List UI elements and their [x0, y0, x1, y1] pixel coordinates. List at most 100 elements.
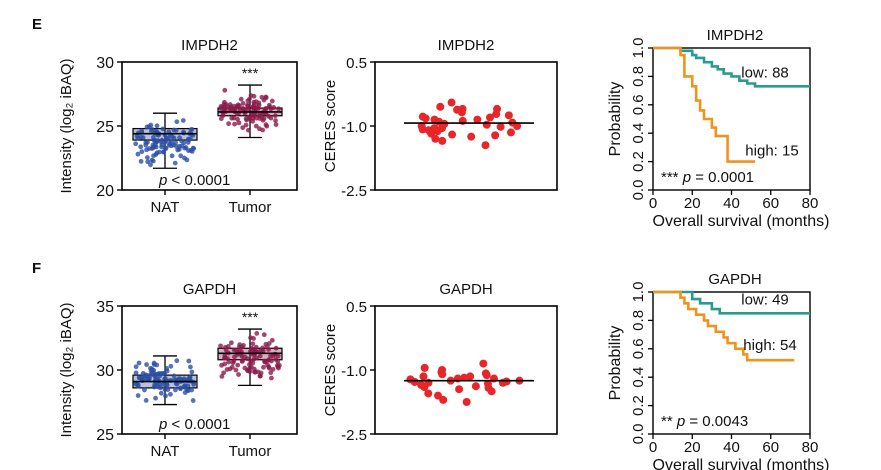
data-point — [235, 116, 240, 122]
data-point — [149, 128, 154, 134]
survival-chart: GAPDH 0.0 0.2 0.4 0.6 0.8 1.0 Probability 0 20 40 6… — [607, 271, 829, 470]
y-tick-label: 0.4 — [630, 123, 647, 144]
data-point — [261, 364, 266, 370]
data-point — [138, 144, 144, 150]
data-point — [218, 343, 223, 349]
x-tick-label: NAT — [151, 199, 180, 216]
data-point — [156, 149, 162, 155]
data-point — [243, 122, 249, 128]
data-point — [238, 96, 244, 102]
data-point — [420, 383, 429, 392]
data-point — [257, 373, 263, 379]
data-point — [263, 106, 269, 111]
data-point — [164, 381, 170, 387]
x-tick-label: 0 — [649, 439, 657, 456]
data-point — [133, 141, 139, 147]
data-point — [171, 142, 176, 148]
data-point — [159, 142, 165, 148]
data-point — [235, 104, 241, 109]
data-point — [261, 332, 267, 338]
data-point — [245, 98, 251, 104]
data-point — [222, 87, 228, 93]
data-point — [251, 105, 257, 111]
y-tick-label: 1.0 — [630, 38, 647, 59]
p-value-text: = 0.0001 — [691, 169, 754, 186]
data-point — [134, 381, 140, 387]
data-point — [133, 364, 139, 370]
x-tick-label: 60 — [762, 439, 779, 456]
data-point — [436, 102, 445, 111]
data-point — [237, 342, 243, 348]
y-tick-label: 35 — [96, 299, 114, 316]
y-tick-label: 0.4 — [630, 367, 647, 388]
survival-curve — [653, 46, 756, 163]
p-value-text: < 0.0001 — [167, 172, 230, 189]
data-point — [187, 136, 193, 142]
data-point — [231, 347, 237, 353]
x-tick-label: 80 — [802, 195, 819, 212]
data-point — [221, 370, 227, 376]
data-point — [479, 359, 488, 368]
x-tick-label: 60 — [762, 195, 779, 212]
data-point — [168, 363, 174, 369]
data-point — [270, 366, 276, 372]
significance-marker: *** — [242, 309, 259, 325]
y-tick-label: 25 — [96, 427, 114, 444]
series-label-low: low: 49 — [741, 291, 789, 308]
data-point — [486, 113, 495, 122]
data-point — [139, 375, 144, 381]
p-symbol: p — [682, 169, 691, 186]
data-point — [256, 113, 262, 119]
data-point — [226, 121, 232, 127]
data-point — [250, 341, 256, 347]
y-tick-label: 0.6 — [630, 94, 647, 115]
data-point — [457, 108, 466, 117]
series-label-high: high: 15 — [745, 143, 798, 160]
survival-title: IMPDH2 — [707, 27, 764, 44]
data-point — [145, 139, 150, 145]
y-tick-label: 0.8 — [630, 310, 647, 331]
data-point — [232, 121, 237, 127]
data-point — [166, 135, 171, 141]
data-point — [257, 353, 263, 359]
data-point — [467, 132, 476, 141]
data-point — [439, 395, 448, 404]
data-point — [225, 344, 231, 349]
data-point — [273, 345, 279, 351]
x-tick-label: NAT — [151, 443, 180, 460]
panel-f: F GAPDH 25 30 35 Intensity (log₂ iBAQ) NAT Tumo… — [32, 260, 829, 470]
data-point — [253, 123, 259, 129]
data-point — [233, 367, 239, 373]
series-label-high: high: 54 — [743, 337, 796, 354]
data-point — [431, 134, 440, 143]
boxplot-chart: IMPDH2 20 25 30 Intensity (log₂ iBAQ) NAT Tumo… — [58, 37, 298, 216]
data-point — [168, 391, 173, 397]
y-tick-label: 0.5 — [346, 299, 367, 316]
data-point — [482, 371, 491, 380]
y-axis-label: Probability — [607, 326, 624, 401]
data-point — [240, 358, 245, 364]
data-point — [174, 358, 180, 364]
y-tick-label: 20 — [96, 183, 114, 200]
data-point — [251, 336, 256, 341]
data-point — [438, 370, 447, 379]
data-point — [153, 395, 158, 401]
data-point — [491, 131, 500, 140]
y-tick-label: 0.2 — [630, 151, 647, 172]
data-point — [155, 384, 161, 390]
data-point — [153, 139, 159, 145]
data-point — [228, 106, 234, 111]
data-point — [160, 126, 166, 132]
data-point — [148, 122, 154, 128]
data-point — [162, 371, 167, 376]
ceres-frame — [374, 61, 558, 191]
p-symbol: p — [676, 413, 685, 430]
data-point — [133, 370, 139, 376]
p-value-text: = 0.0043 — [685, 413, 748, 430]
x-tick-label: 0 — [649, 195, 657, 212]
data-point — [151, 153, 156, 159]
data-point — [178, 385, 183, 391]
data-point — [273, 122, 279, 127]
x-tick-label: 80 — [802, 439, 819, 456]
